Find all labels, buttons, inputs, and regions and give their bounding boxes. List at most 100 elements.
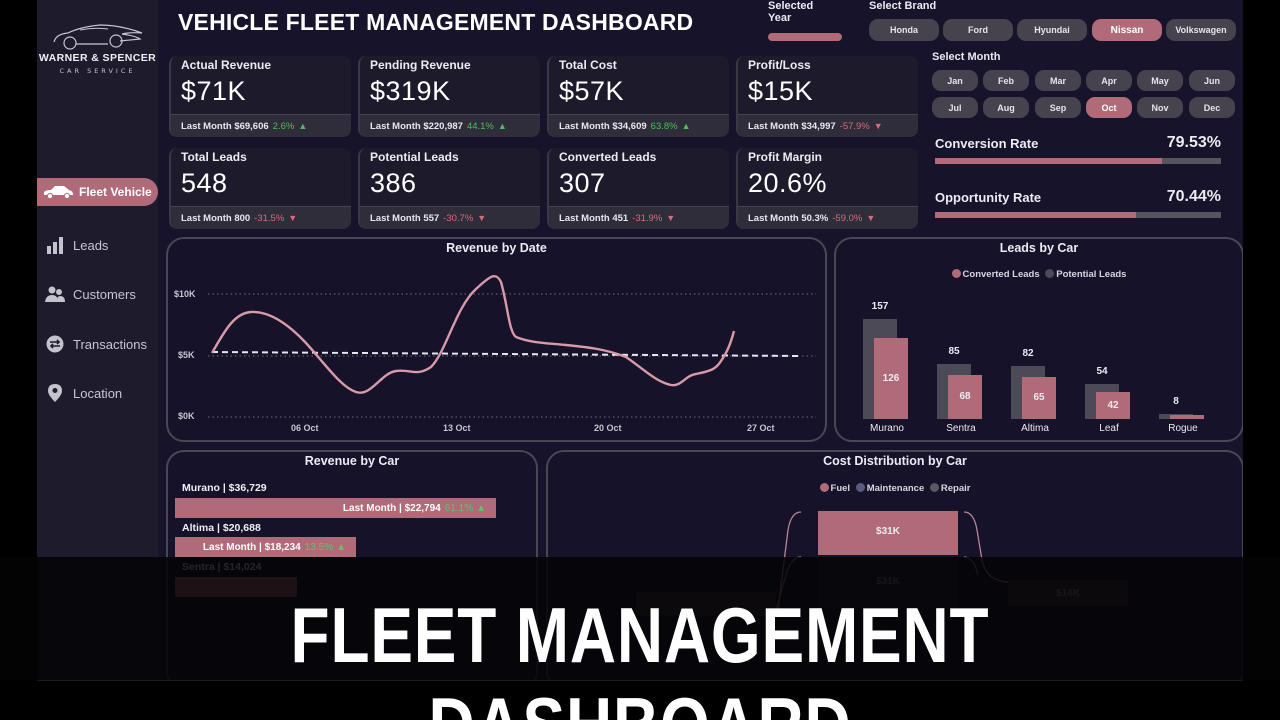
kpi-last-month-label: Last Month (370, 212, 421, 224)
transfer-icon (37, 335, 73, 353)
brand-chip-nissan[interactable]: Nissan (1092, 19, 1162, 41)
revenue-bar-murano[interactable]: Last Month | $22,794 61.1% ▲ (175, 498, 496, 518)
kpi-label: Total Cost (559, 58, 617, 72)
sidebar-item-label: Transactions (73, 336, 147, 352)
sidebar-item-label: Location (73, 385, 123, 401)
bar-label-potential: 85 (948, 346, 960, 357)
x-label-sentra: Sentra (946, 423, 976, 434)
select-brand-label: Select Brand (869, 0, 937, 12)
sidebar-item-label: Leads (73, 237, 109, 253)
bar-converted-murano[interactable] (874, 338, 908, 419)
brand-chip-hyundai[interactable]: Hyundai (1017, 19, 1087, 41)
arrow-up-icon: ▲ (681, 121, 691, 131)
kpi-last-month-label: Last Month (370, 120, 421, 132)
kpi-change: 63.8% (650, 120, 678, 132)
month-chip-oct[interactable]: Oct (1086, 97, 1132, 118)
month-chip-jul[interactable]: Jul (932, 97, 978, 118)
legend-fuel[interactable]: Fuel (830, 483, 851, 494)
kpi-last-month-label: Last Month (181, 212, 232, 224)
bar-label-converted: 42 (1107, 400, 1119, 411)
revenue-row-label-murano: Murano | $36,729 (182, 482, 267, 494)
logo-subtitle: CAR SERVICE (59, 67, 136, 75)
month-chip-jan[interactable]: Jan (932, 70, 978, 91)
legend-dot-converted (951, 269, 961, 278)
chart-title: Cost Distribution by Car (823, 454, 967, 468)
kpi-value: 386 (370, 168, 417, 198)
kpi-value: 307 (559, 168, 606, 198)
brand-chip-ford[interactable]: Ford (943, 19, 1013, 41)
kpi-last-month-label: Last Month (748, 212, 799, 224)
kpi-last-month-value: 557 (423, 212, 440, 224)
kpi-last-month-label: Last Month (559, 212, 610, 224)
brand-chip-honda[interactable]: Honda (869, 19, 939, 41)
month-chip-dec[interactable]: Dec (1189, 97, 1235, 118)
revenue-last-month: Last Month | $18,234 (202, 541, 301, 553)
arrow-down-icon: ▼ (866, 213, 876, 223)
legend-converted-leads[interactable]: Converted Leads (962, 269, 1040, 280)
legend-dot-fuel (819, 483, 829, 492)
y-tick-5k: $5K (178, 350, 195, 360)
video-caption: FLEET MANAGEMENT DASHBOARD (290, 591, 990, 720)
month-chip-nov[interactable]: Nov (1137, 97, 1183, 118)
chart-title: Revenue by Car (304, 454, 400, 468)
x-tick-27-oct: 27 Oct (747, 423, 775, 433)
sidebar-item-transactions[interactable]: Transactions (37, 330, 158, 358)
kpi-label: Potential Leads (370, 150, 459, 164)
sidebar-item-fleet-vehicle[interactable]: Fleet Vehicle (37, 178, 158, 206)
frame-bottom-edge (37, 680, 1243, 681)
users-icon (37, 285, 73, 303)
bar-chart-icon (37, 236, 73, 254)
month-chip-sep[interactable]: Sep (1035, 97, 1081, 118)
legend-repair[interactable]: Repair (940, 483, 971, 494)
revenue-change: 13.5% (304, 541, 334, 553)
month-chip-jun[interactable]: Jun (1189, 70, 1235, 91)
opportunity-rate-label: Opportunity Rate (935, 190, 1042, 205)
brand-chip-volkswagen[interactable]: Volkswagen (1166, 19, 1236, 41)
kpi-last-month-value: 451 (612, 212, 629, 224)
sidebar-item-leads[interactable]: Leads (37, 231, 158, 259)
bar-converted-altima[interactable] (1022, 377, 1056, 419)
legend-potential-leads[interactable]: Potential Leads (1056, 269, 1127, 280)
kpi-card-potential-leads: Potential Leads 386 Last Month 557 -30.7… (358, 148, 540, 229)
month-chip-apr[interactable]: Apr (1086, 70, 1132, 91)
bar-converted-rogue[interactable] (1170, 415, 1204, 419)
bar-label-potential: 82 (1022, 348, 1034, 359)
kpi-change: -59.0% (832, 212, 863, 224)
company-logo: WARNER & SPENCER CAR SERVICE (37, 20, 158, 75)
kpi-label: Converted Leads (559, 150, 657, 164)
sidebar-item-location[interactable]: Location (37, 379, 158, 407)
kpi-card-profit-margin: Profit Margin 20.6% Last Month 50.3% -59… (736, 148, 918, 229)
x-label-murano: Murano (870, 423, 904, 434)
opportunity-rate-fill (935, 212, 1137, 218)
x-tick-13-oct: 13 Oct (443, 423, 471, 433)
kpi-last-month-value: 50.3% (801, 212, 829, 224)
month-chip-may[interactable]: May (1137, 70, 1183, 91)
selected-year-slicer[interactable]: Selected Year (768, 0, 842, 41)
sidebar-item-customers[interactable]: Customers (37, 280, 158, 308)
month-chip-mar[interactable]: Mar (1035, 70, 1081, 91)
revenue-change: 61.1% (444, 502, 474, 514)
revenue-row-label-altima: Altima | $20,688 (182, 522, 261, 534)
kpi-footer: Last Month 557 -30.7% ▼ (360, 206, 540, 229)
month-chip-aug[interactable]: Aug (983, 97, 1029, 118)
legend-dot-maintenance (855, 483, 865, 492)
bar-converted-sentra[interactable] (948, 375, 982, 419)
kpi-value: 548 (181, 168, 228, 198)
kpi-value: $319K (370, 76, 451, 106)
bar-label-converted: 68 (959, 391, 971, 402)
sidebar-item-label: Fleet Vehicle (79, 185, 152, 199)
kpi-value: $57K (559, 76, 625, 106)
kpi-card-pending-revenue: Pending Revenue $319K Last Month $220,98… (358, 56, 540, 137)
month-chip-feb[interactable]: Feb (983, 70, 1029, 91)
selected-year-pill[interactable] (768, 33, 842, 41)
conversion-rate-value: 79.53% (1166, 134, 1221, 151)
kpi-last-month-value: $34,609 (612, 120, 647, 132)
logo-brand-text: WARNER & SPENCER (38, 52, 157, 64)
bar-label-converted: 65 (1033, 392, 1045, 403)
kpi-card-converted-leads: Converted Leads 307 Last Month 451 -31.9… (547, 148, 729, 229)
bar-converted-leaf[interactable] (1096, 392, 1130, 419)
opportunity-rate-value: 70.44% (1166, 188, 1221, 205)
legend-maintenance[interactable]: Maintenance (866, 483, 925, 494)
kpi-label: Profit/Loss (748, 58, 811, 72)
revenue-bar-altima[interactable]: Last Month | $18,234 13.5% ▲ (175, 537, 356, 557)
